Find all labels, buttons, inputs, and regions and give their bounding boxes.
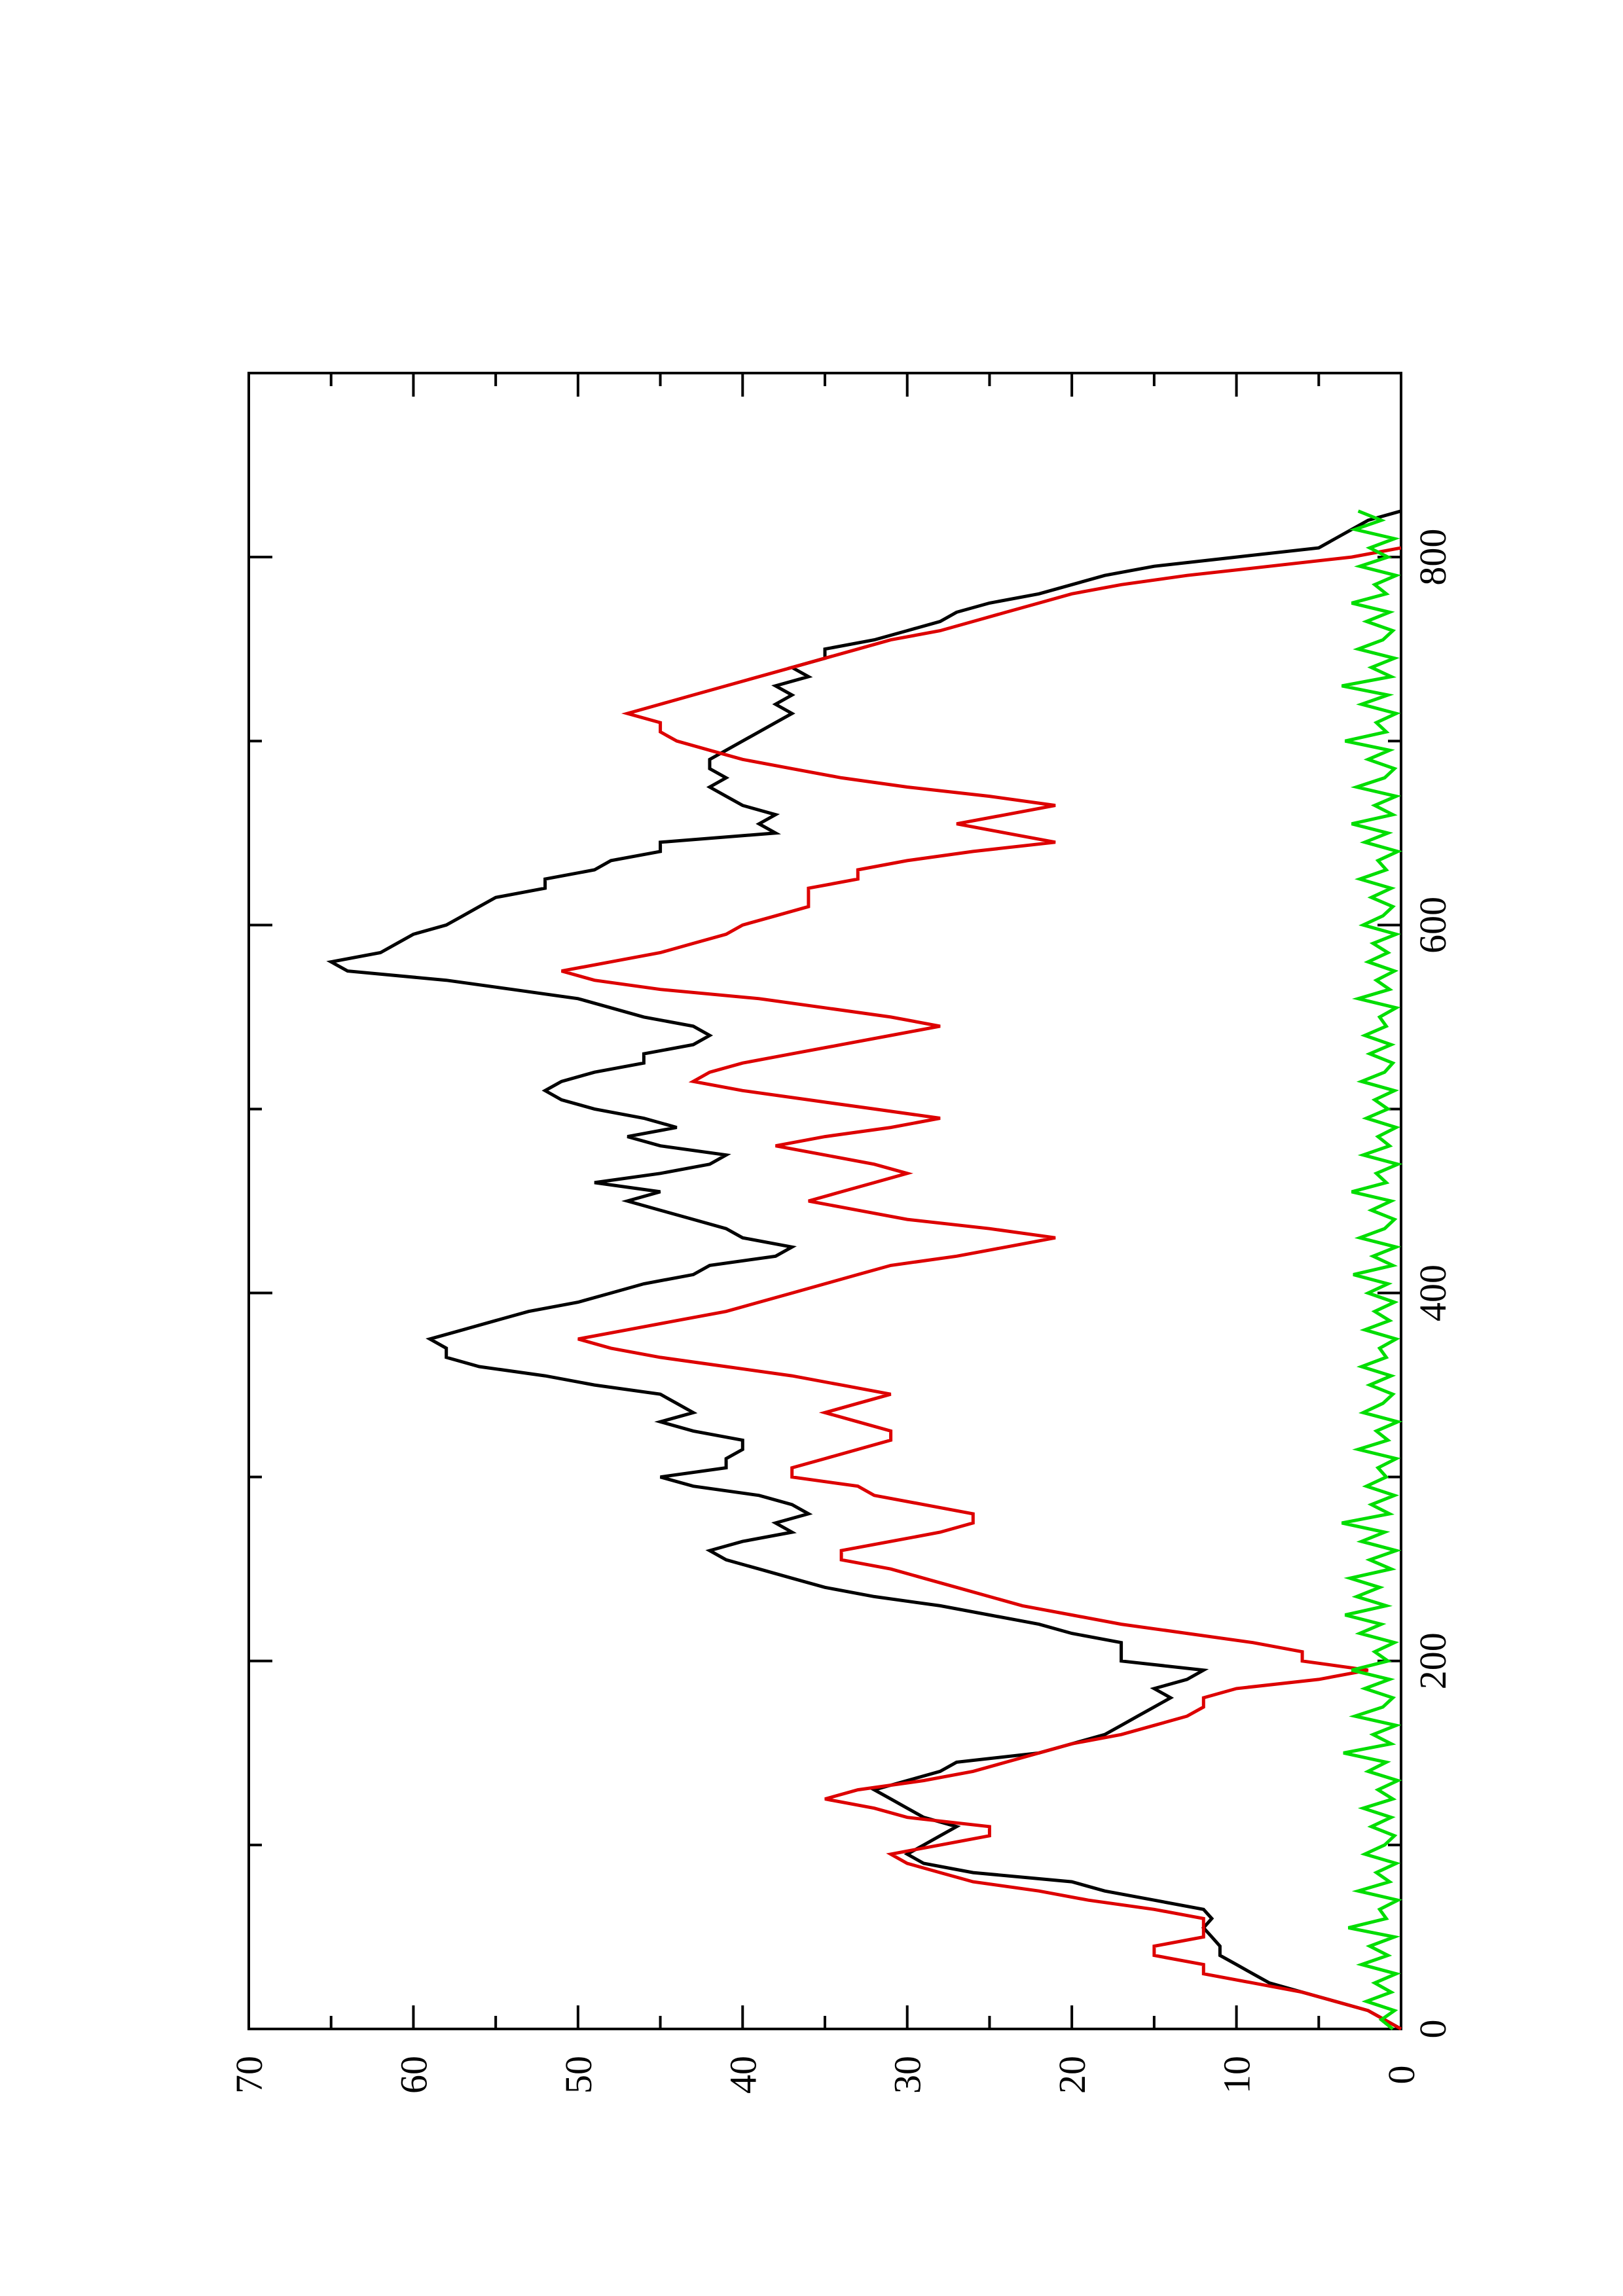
x-tick-label: 0 (1412, 2020, 1454, 2039)
x-tick-label: 400 (1412, 1265, 1454, 1321)
series-green-line (1341, 509, 1403, 2030)
series-black-line (326, 509, 1402, 2031)
y-tick-label: 30 (886, 2056, 929, 2094)
tick-labels-layer: 0 200 400 600 800 0 10 20 30 40 50 60 70 (228, 529, 1454, 2094)
y-tick-label: 0 (1380, 2066, 1423, 2085)
x-tick-label: 600 (1412, 897, 1454, 954)
y-tick-label: 10 (1216, 2056, 1258, 2094)
y-tick-label: 40 (721, 2056, 764, 2094)
series-layer (326, 509, 1403, 2031)
x-tick-label: 800 (1412, 529, 1454, 586)
y-tick-label: 50 (557, 2056, 600, 2094)
y-tick-label: 70 (228, 2056, 270, 2094)
series-red-line (561, 546, 1402, 2031)
y-tick-label: 20 (1051, 2056, 1093, 2094)
x-tick-label: 200 (1412, 1632, 1454, 1689)
plot-frame (247, 372, 1402, 2030)
y-tick-label: 60 (392, 2056, 435, 2094)
ticks-layer (247, 373, 1402, 2030)
